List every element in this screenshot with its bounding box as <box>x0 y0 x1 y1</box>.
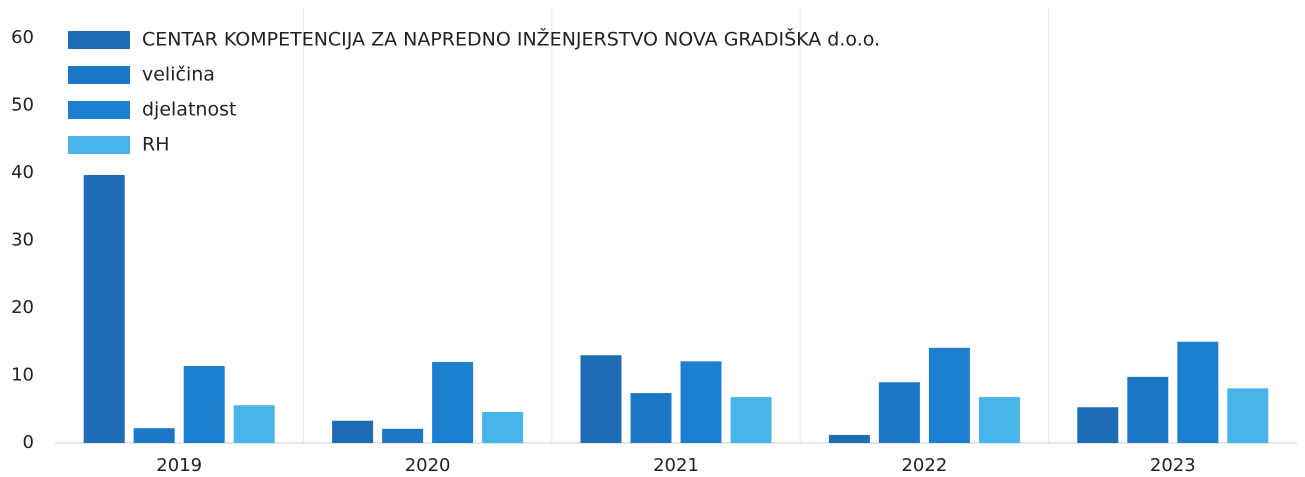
legend-swatch <box>68 101 130 119</box>
y-tick-label: 0 <box>23 432 34 453</box>
legend-swatch <box>68 136 130 154</box>
x-tick-label: 2022 <box>901 455 947 476</box>
bar <box>183 366 225 443</box>
bar <box>878 382 920 443</box>
legend-label: CENTAR KOMPETENCIJA ZA NAPREDNO INŽENJER… <box>142 27 880 51</box>
y-tick-label: 40 <box>11 162 34 183</box>
x-tick-label: 2019 <box>156 455 202 476</box>
bar <box>630 393 672 443</box>
y-tick-label: 50 <box>11 95 34 116</box>
bar <box>730 397 772 443</box>
bar <box>83 175 125 443</box>
bar <box>680 361 722 443</box>
bar <box>382 428 424 443</box>
bar <box>1077 407 1119 443</box>
bar <box>1227 388 1269 443</box>
bar <box>233 405 275 443</box>
legend-swatch <box>68 31 130 49</box>
bar <box>580 355 622 443</box>
bar <box>133 428 175 443</box>
bar <box>482 411 524 443</box>
y-tick-label: 20 <box>11 297 34 318</box>
y-tick-label: 60 <box>11 27 34 48</box>
x-tick-label: 2021 <box>653 455 699 476</box>
y-tick-label: 10 <box>11 365 34 386</box>
bar <box>828 434 870 443</box>
legend-label: djelatnost <box>142 99 236 121</box>
legend-swatch <box>68 66 130 84</box>
bar <box>1177 341 1219 443</box>
legend-label: veličina <box>142 64 215 86</box>
bar <box>1127 376 1169 443</box>
bar <box>332 420 374 443</box>
bar <box>432 362 474 443</box>
bar <box>928 347 970 443</box>
x-tick-label: 2020 <box>405 455 451 476</box>
bar <box>978 397 1020 443</box>
x-tick-label: 2023 <box>1150 455 1196 476</box>
legend-label: RH <box>142 134 170 156</box>
y-tick-label: 30 <box>11 230 34 251</box>
